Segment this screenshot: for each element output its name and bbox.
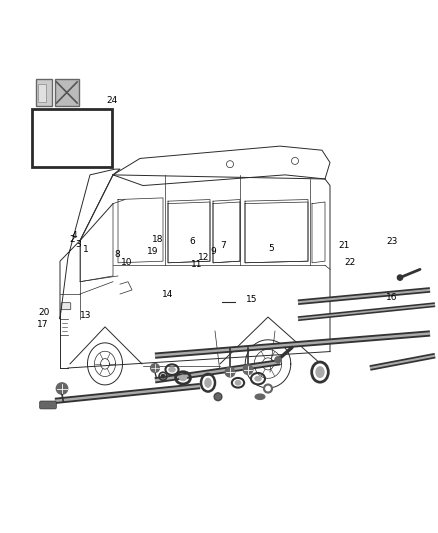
Text: 10: 10 — [121, 257, 132, 266]
Text: 7: 7 — [220, 241, 226, 250]
Bar — [35, 79, 52, 106]
Text: 5: 5 — [268, 245, 275, 254]
Text: 4: 4 — [72, 231, 77, 240]
Text: 20: 20 — [38, 308, 49, 317]
Text: 3: 3 — [75, 240, 81, 249]
Circle shape — [151, 364, 159, 373]
Text: 19: 19 — [147, 247, 158, 256]
Text: 8: 8 — [114, 250, 120, 259]
Text: 18: 18 — [152, 235, 163, 244]
Text: 14: 14 — [162, 290, 173, 300]
Text: 11: 11 — [191, 260, 202, 269]
Text: 22: 22 — [345, 257, 356, 266]
Text: 9: 9 — [210, 247, 216, 256]
Text: 6: 6 — [190, 238, 196, 246]
Circle shape — [266, 386, 270, 391]
Ellipse shape — [169, 367, 175, 372]
Ellipse shape — [205, 378, 211, 387]
Ellipse shape — [255, 376, 261, 381]
Text: 21: 21 — [338, 241, 350, 250]
Circle shape — [161, 375, 165, 378]
Text: 16: 16 — [386, 293, 398, 302]
Text: 1: 1 — [82, 245, 88, 254]
Circle shape — [275, 357, 281, 363]
FancyBboxPatch shape — [40, 401, 57, 409]
Ellipse shape — [255, 394, 265, 399]
Text: 15: 15 — [246, 295, 258, 304]
Circle shape — [214, 393, 222, 401]
Circle shape — [264, 384, 272, 393]
Ellipse shape — [235, 381, 240, 385]
Bar — [32, 109, 112, 167]
Circle shape — [243, 365, 253, 375]
Circle shape — [57, 383, 68, 394]
Text: 12: 12 — [198, 253, 209, 262]
Circle shape — [225, 367, 235, 377]
Text: 2: 2 — [70, 235, 75, 244]
Text: 23: 23 — [386, 237, 398, 246]
Ellipse shape — [180, 375, 187, 381]
Circle shape — [397, 275, 403, 280]
Ellipse shape — [316, 367, 324, 377]
Text: 24: 24 — [106, 96, 117, 106]
FancyBboxPatch shape — [61, 303, 71, 310]
Bar — [55, 79, 79, 106]
Text: 17: 17 — [37, 320, 49, 329]
Bar — [38, 84, 46, 102]
Text: 13: 13 — [80, 311, 91, 320]
